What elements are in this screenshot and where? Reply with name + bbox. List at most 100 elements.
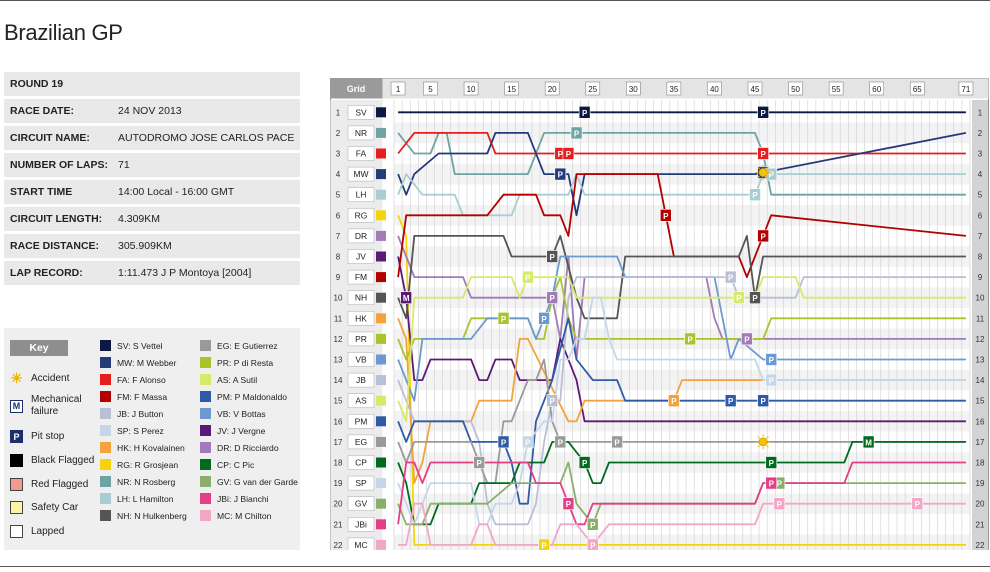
pit-stop-marker [578, 105, 591, 119]
grid-driver-box [347, 393, 375, 408]
lap-tick-label: 25 [588, 85, 597, 94]
grid-driver-box [347, 455, 375, 470]
info-value: AUTODROMO JOSE CARLOS PACE [118, 132, 295, 144]
grid-driver-code: CP [355, 458, 367, 468]
grid-driver-code: LH [356, 190, 367, 200]
finish-position-label: 21 [976, 520, 985, 529]
grid-position-label: 9 [336, 273, 341, 282]
info-value: 1:11.473 J P Montoya [2004] [118, 267, 252, 279]
grid-position-label: 20 [334, 500, 343, 509]
pit-stop-marker [757, 394, 769, 408]
info-label: CIRCUIT LENGTH: [10, 213, 103, 225]
driver-name: AS: A Sutil [217, 374, 258, 385]
grid-position-label: 7 [336, 232, 341, 241]
grid-position-label: 13 [334, 356, 343, 365]
key-driver: PR: P di Resta [200, 357, 273, 368]
pit-stop-marker [554, 167, 567, 181]
grid-driver-code: FM [355, 272, 367, 282]
grid-driver-swatch [376, 210, 386, 221]
grid-driver-code: JV [356, 252, 366, 262]
pit-stop-marker [578, 456, 591, 469]
grid-driver-swatch [376, 354, 386, 365]
pit-stop-marker-label: P [760, 150, 766, 159]
driver-name: NR: N Rosberg [117, 476, 176, 487]
mechanical-failure-marker-label: M [865, 438, 872, 447]
key-symbol: P Pit stop [10, 430, 64, 443]
driver-name: HK: H Kovalainen [117, 442, 185, 453]
pit-stop-marker-label: P [566, 150, 572, 159]
driver-name: JV: J Vergne [217, 425, 266, 436]
pit-stop-marker [757, 105, 769, 119]
lap-tick-label: 30 [629, 85, 638, 94]
pit-stop-marker-label: P [760, 109, 766, 118]
finish-position-label: 7 [978, 232, 983, 241]
grid-driver-box [347, 249, 375, 264]
series-line-mw [397, 132, 967, 217]
grid-driver-swatch [376, 539, 386, 550]
grid-position-label: 16 [334, 417, 343, 426]
grid-driver-box [347, 352, 375, 367]
key-symbol: Red Flagged [10, 478, 88, 491]
pit-stop-marker [659, 209, 672, 222]
lap-tick-label: 20 [548, 85, 557, 94]
black-flag-icon [10, 454, 23, 467]
finish-position-label: 12 [976, 335, 985, 344]
chart-frame [330, 78, 989, 550]
driver-color-swatch [100, 340, 111, 351]
driver-color-swatch [100, 442, 111, 453]
pit-stop-marker-label: P [744, 335, 750, 344]
pit-stop-marker-label: P [760, 232, 766, 241]
key-symbol: M Mechanical failure [10, 394, 97, 418]
info-label: LAP RECORD: [10, 267, 83, 279]
key-panel: Key ☀ Accident M Mechanical failure P Pit sto… [4, 328, 300, 550]
grid-driver-swatch [376, 416, 386, 427]
series-line-pm [397, 317, 966, 505]
finish-position-label: 14 [976, 376, 985, 385]
grid-driver-box [347, 537, 375, 550]
grid-driver-swatch [376, 107, 386, 118]
accident-ray [757, 175, 760, 179]
driver-color-swatch [200, 374, 211, 385]
lap-tick-label: 5 [428, 85, 433, 94]
driver-color-swatch [200, 493, 211, 504]
lap-tick-box [390, 81, 406, 96]
pit-stop-marker-label: P [541, 315, 547, 324]
series-line-jv [397, 256, 966, 423]
key-driver: RG: R Grosjean [100, 459, 178, 470]
accident-ray [766, 436, 769, 439]
pit-stop-marker [546, 250, 558, 263]
grid-driver-box [347, 166, 375, 182]
lap-tick-box [909, 81, 925, 96]
grid-driver-box [347, 517, 375, 532]
pit-stop-marker-label: P [582, 109, 588, 118]
driver-name: JB: J Button [117, 408, 164, 419]
grid-driver-swatch [376, 313, 386, 324]
series-line-nr [397, 132, 966, 196]
pit-stop-marker [538, 538, 550, 550]
grid-driver-swatch [376, 457, 386, 468]
lap-tick-box [544, 81, 560, 96]
key-symbol-label: Mechanical failure [31, 394, 82, 417]
grid-position-label: 11 [334, 314, 343, 323]
pit-stop-marker-label: P [558, 150, 564, 159]
grid-driver-swatch [376, 230, 386, 241]
grid-position-label: 8 [336, 253, 341, 262]
top-rule [0, 0, 990, 1]
grid-driver-box [347, 146, 375, 161]
race-info-panel: ROUND 19 RACE DATE: 24 NOV 2013 CIRCUIT NAM… [4, 72, 300, 288]
pit-stop-marker-label: P [915, 500, 921, 509]
accident-ray [766, 175, 769, 179]
pit-stop-marker-label: P [663, 212, 669, 221]
key-symbol-label: Pit stop [31, 430, 65, 442]
grid-position-label: 14 [334, 376, 343, 385]
pit-stop-marker [724, 270, 737, 284]
info-row: START TIME 14:00 Local - 16:00 GMT [4, 180, 300, 204]
driver-color-swatch [200, 442, 211, 453]
grid-position-label: 21 [334, 520, 343, 529]
accident-ray [757, 166, 760, 170]
grid-driver-box [347, 496, 375, 511]
series-line-fa [397, 132, 966, 155]
grid-driver-box [347, 228, 375, 244]
key-symbol: Lapped [10, 525, 64, 538]
lap-tick-box [958, 81, 974, 96]
